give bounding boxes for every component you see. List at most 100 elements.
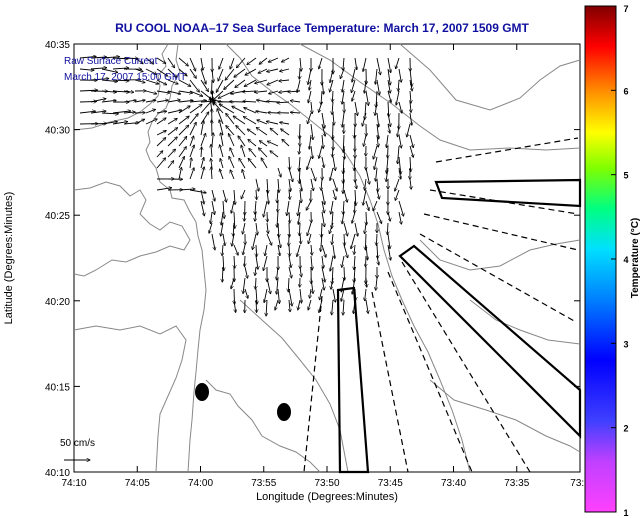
- x-axis-label: Longitude (Degrees:Minutes): [256, 491, 398, 503]
- current-vector: [321, 178, 322, 190]
- current-vector: [178, 189, 195, 190]
- current-vector: [220, 159, 224, 169]
- current-vector: [123, 100, 136, 103]
- x-tick-label: 73:3: [570, 478, 590, 489]
- current-vector: [233, 244, 238, 255]
- current-vector: [200, 157, 204, 169]
- current-vector: [244, 211, 245, 221]
- current-vector: [252, 233, 257, 250]
- current-vector: [245, 68, 257, 75]
- current-vector: [321, 189, 325, 205]
- current-vector: [289, 299, 290, 312]
- current-vector: [223, 255, 224, 271]
- current-vector: [101, 80, 118, 82]
- current-vector: [377, 134, 378, 147]
- current-vector: [410, 101, 411, 112]
- current-vector: [219, 104, 235, 114]
- coastline-contour: [145, 43, 207, 473]
- current-vector: [278, 178, 279, 192]
- current-vector: [366, 244, 368, 260]
- current-vector: [307, 112, 312, 124]
- current-vector: [112, 122, 128, 125]
- current-vector: [321, 112, 325, 128]
- current-vector: [373, 145, 378, 159]
- current-vector: [256, 100, 268, 103]
- current-vector: [134, 68, 143, 72]
- current-vector: [352, 211, 356, 223]
- current-vector: [167, 161, 174, 169]
- current-vector: [280, 122, 290, 124]
- current-vector: [156, 118, 166, 125]
- current-vector: [321, 277, 324, 290]
- current-vector: [145, 57, 154, 64]
- current-vector: [298, 200, 301, 216]
- current-vector: [288, 167, 293, 182]
- current-vector: [256, 127, 268, 136]
- current-vector: [321, 200, 324, 213]
- colorbar-tick-label: 3: [623, 339, 628, 349]
- current-vector: [259, 141, 268, 147]
- current-vector: [156, 111, 167, 113]
- current-vector: [299, 156, 300, 171]
- current-vector: [330, 167, 334, 181]
- current-vector: [230, 57, 235, 69]
- current-vector: [343, 222, 348, 236]
- current-vector: [167, 110, 182, 114]
- current-vector: [376, 112, 379, 127]
- current-vector: [236, 57, 246, 68]
- current-vector: [222, 233, 225, 246]
- y-tick-label: 40:15: [45, 382, 70, 393]
- current-vector: [241, 189, 246, 199]
- current-vector: [311, 101, 312, 114]
- current-vector: [376, 189, 379, 199]
- current-vector: [387, 244, 391, 260]
- current-vector: [178, 68, 187, 76]
- current-vector: [309, 134, 312, 149]
- current-vector: [365, 288, 366, 301]
- current-vector: [200, 167, 204, 180]
- current-vector: [288, 277, 289, 292]
- current-vector: [354, 101, 358, 116]
- colorbar-tick-label: 6: [623, 86, 628, 96]
- current-vector: [376, 167, 377, 181]
- bathymetry-contour-6: [205, 379, 321, 473]
- current-vector: [299, 222, 300, 236]
- land-contour-inland: [73, 181, 191, 277]
- current-vector: [90, 79, 109, 80]
- current-vector: [397, 123, 399, 137]
- current-vector: [231, 200, 235, 213]
- figure-title: RU COOL NOAA–17 Sea Surface Temperature:…: [115, 21, 529, 35]
- current-vector: [398, 211, 401, 224]
- current-vector: [354, 123, 355, 138]
- current-vector: [300, 57, 301, 71]
- current-vector: [224, 79, 235, 90]
- current-vector: [321, 222, 322, 237]
- current-vector: [342, 112, 345, 127]
- current-vector: [321, 266, 325, 282]
- current-vector: [299, 167, 300, 183]
- current-vector: [156, 138, 166, 147]
- current-vector: [354, 156, 355, 171]
- current-vector: [386, 167, 389, 182]
- current-vector: [209, 222, 213, 233]
- current-vector: [265, 244, 268, 256]
- current-vector: [308, 90, 312, 103]
- current-vector: [221, 211, 224, 225]
- current-vector: [331, 277, 334, 289]
- radar-site-polygons: [336, 178, 582, 474]
- current-vector: [267, 141, 279, 147]
- buoy-marker: [277, 403, 291, 421]
- y-tick-label: 40:20: [45, 297, 70, 308]
- map-plot-area: [73, 43, 581, 473]
- current-vector: [266, 277, 271, 294]
- current-vector: [79, 69, 94, 70]
- current-vector: [189, 189, 206, 193]
- current-vector: [230, 148, 235, 158]
- current-vector: [410, 90, 411, 103]
- current-vector: [277, 233, 281, 248]
- current-vector: [201, 147, 202, 158]
- current-vector: [308, 68, 312, 84]
- current-vector: [398, 156, 401, 174]
- current-vector: [354, 266, 355, 283]
- current-vector: [287, 200, 290, 216]
